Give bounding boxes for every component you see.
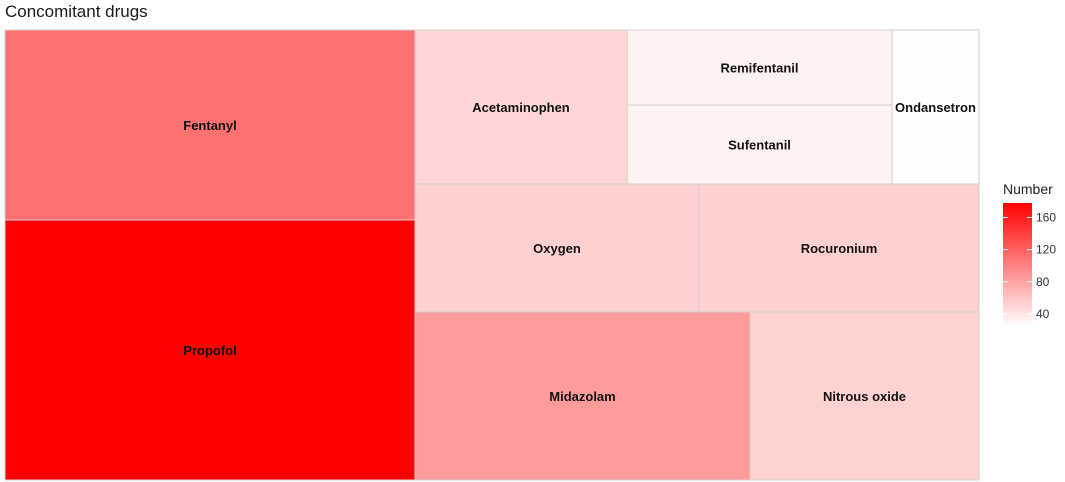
treemap-cell-midazolam bbox=[414, 311, 751, 481]
treemap-label-midazolam: Midazolam bbox=[549, 389, 615, 404]
legend-tick-label: 120 bbox=[1036, 243, 1056, 257]
treemap-label-oxygen: Oxygen bbox=[533, 241, 581, 256]
treemap-label-acetaminophen: Acetaminophen bbox=[472, 100, 570, 115]
treemap-cell-propofol bbox=[4, 219, 416, 481]
treemap-cells: Fentanyl Propofol Acetaminophen Remifentani… bbox=[4, 29, 980, 481]
treemap-cell-nitrous-oxide bbox=[749, 311, 980, 481]
legend-tick-label: 40 bbox=[1036, 307, 1050, 321]
treemap-cell-ondansetron bbox=[891, 29, 980, 185]
color-legend: 40 80 120 160 bbox=[1003, 203, 1056, 326]
treemap-label-remifentanil: Remifentanil bbox=[720, 61, 798, 76]
treemap-cell-sufentanil bbox=[626, 104, 893, 185]
legend-title: Number bbox=[1003, 181, 1053, 197]
legend-colorbar bbox=[1003, 203, 1032, 326]
legend-tick-label: 80 bbox=[1036, 275, 1050, 289]
treemap-cell-remifentanil bbox=[626, 29, 893, 106]
treemap-label-ondansetron: Ondansetron bbox=[895, 100, 976, 115]
treemap-label-nitrous-oxide: Nitrous oxide bbox=[823, 389, 906, 404]
treemap-label-sufentanil: Sufentanil bbox=[728, 138, 791, 153]
treemap-label-propofol: Propofol bbox=[183, 343, 236, 358]
legend-tick-label: 160 bbox=[1036, 210, 1056, 224]
chart-title: Concomitant drugs bbox=[5, 2, 148, 21]
treemap-label-fentanyl: Fentanyl bbox=[183, 118, 236, 133]
treemap-cell-oxygen bbox=[414, 183, 700, 313]
treemap-label-rocuronium: Rocuronium bbox=[801, 241, 878, 256]
treemap-cell-rocuronium bbox=[698, 183, 980, 313]
